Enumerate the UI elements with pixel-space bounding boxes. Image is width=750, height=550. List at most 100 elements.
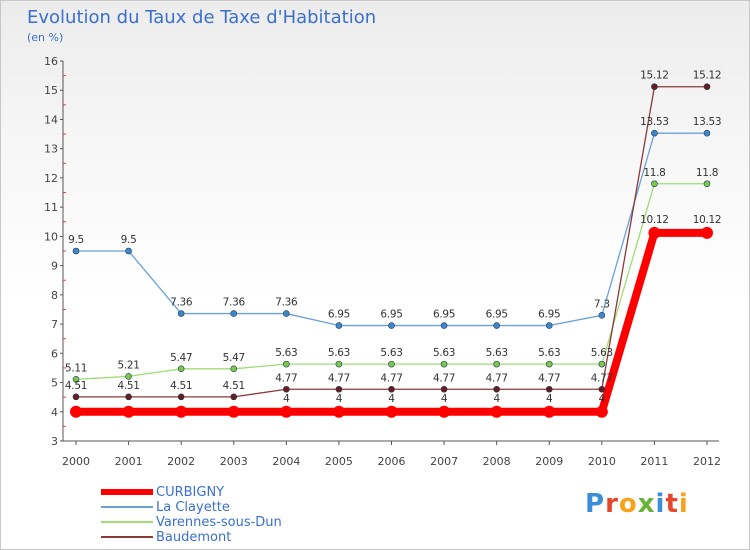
data-point [440,385,448,393]
data-label: 7.36 [223,297,246,309]
data-label: 5.63 [538,347,560,359]
data-label: 4.77 [486,372,508,384]
legend-item-curbigny[interactable]: CURBIGNY [101,485,361,500]
x-tick-label: 2002 [167,455,195,468]
data-point [72,376,80,383]
y-tick-label: 16 [44,55,58,68]
data-label: 4 [388,393,395,405]
x-tick-label: 2007 [430,455,458,468]
legend-label-curbigny: CURBIGNY [156,485,225,500]
data-label: 4 [599,393,606,405]
data-point [335,322,343,329]
x-tick-label: 2008 [483,455,511,468]
data-point [230,393,238,401]
data-label: 4.51 [117,380,139,392]
data-label: 5.63 [433,347,455,359]
legend-item-varennes-sous-dun[interactable]: Varennes-sous-Dun [101,515,361,530]
data-point [283,360,290,368]
y-tick-label: 11 [44,201,58,214]
data-point [545,360,553,368]
data-point [177,393,185,401]
data-label: 7.3 [594,298,610,310]
data-point [388,322,395,329]
data-label: 4.77 [380,372,402,384]
data-point [545,385,553,393]
data-point [388,360,395,368]
legend-swatch-baudemont [101,536,153,538]
data-point [332,405,345,418]
y-tick-label: 10 [44,230,58,243]
legend-item-la-clayette[interactable]: La Clayette [101,500,361,515]
y-tick-label: 3 [51,435,58,448]
data-point [703,83,711,91]
data-label: 6.95 [380,309,402,321]
data-point [227,405,240,418]
y-tick-label: 15 [44,84,58,97]
x-tick-label: 2012 [693,455,721,468]
axes: 3 4 5 6 7 8 9 10 11 12 13 14 15 16 2000 2001 2002 2003 200… [44,55,721,468]
legend-item-baudemont[interactable]: Baudemont [101,530,361,545]
data-point [651,129,658,137]
x-tick-label: 2001 [115,455,143,468]
data-point [283,385,290,393]
data-point [125,373,132,380]
legend-swatch-varennes-sous-dun [101,521,153,523]
data-label: 5.21 [117,359,139,371]
data-point [72,247,80,255]
data-point [230,365,238,373]
logo-letter: r [605,489,619,519]
data-label: 6.95 [433,309,455,321]
data-label: 5.47 [223,352,245,364]
data-point [493,322,500,329]
logo-letter: P [585,489,606,519]
data-point [545,322,553,329]
data-point [595,405,608,418]
data-label: 5.47 [170,352,192,364]
data-point [440,360,448,368]
legend-label-varennes-sous-dun: Varennes-sous-Dun [156,515,282,530]
data-point [283,310,290,317]
data-point [177,310,185,317]
x-tick-label: 2004 [272,455,300,468]
data-label: 5.63 [328,347,350,359]
data-label: 9.5 [68,234,84,246]
data-label: 4 [493,393,500,405]
legend-swatch-la-clayette [101,506,153,508]
data-point [335,385,343,393]
data-label: 4.77 [275,372,297,384]
data-point [598,385,606,393]
data-point [72,393,80,401]
data-point [122,405,135,418]
legend: CURBIGNY La Clayette Varennes-sous-Dun B… [101,485,361,545]
data-label: 7.36 [170,297,193,309]
data-point [703,129,711,137]
data-point [703,180,711,188]
series-markers [70,83,713,418]
data-point [598,360,606,368]
data-point [280,405,293,418]
legend-label-baudemont: Baudemont [156,530,232,545]
data-label: 15.12 [693,70,722,82]
data-label: 5.63 [486,347,508,359]
y-tick-label: 9 [51,260,58,273]
data-point [438,405,451,418]
y-tick-label: 5 [51,377,58,390]
data-point [701,226,713,239]
data-point [490,405,503,418]
data-label: 13.53 [693,116,722,128]
data-label: 5.63 [591,347,613,359]
data-label: 4 [336,393,343,405]
x-tick-label: 2011 [640,455,668,468]
x-tick-label: 2006 [378,455,406,468]
logo-letter: i [655,489,666,519]
data-label: 4 [441,393,448,405]
y-tick-label: 13 [44,143,58,156]
data-point [335,360,343,368]
logo-letter: t [665,489,679,519]
legend-swatch-curbigny [101,489,153,495]
data-label: 6.95 [538,309,560,321]
data-label: 4.77 [538,372,560,384]
y-tick-label: 7 [51,318,58,331]
data-label: 5.63 [275,347,297,359]
